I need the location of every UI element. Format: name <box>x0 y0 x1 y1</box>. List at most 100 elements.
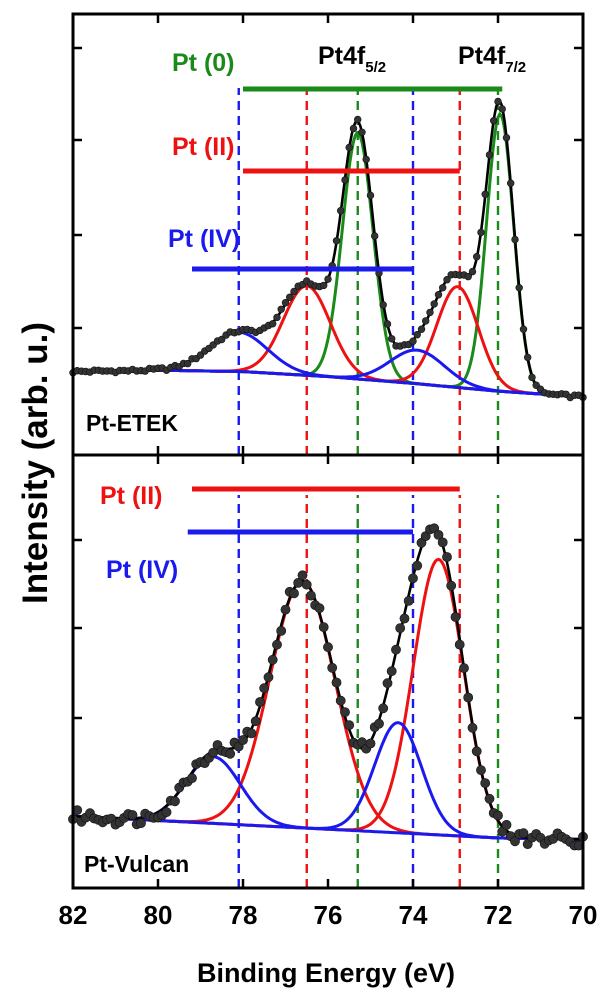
data-point-vulcan <box>403 596 414 606</box>
data-point-vulcan <box>395 623 406 633</box>
data-point-vulcan <box>501 820 512 830</box>
data-point-etek <box>515 284 523 292</box>
data-point-vulcan <box>306 590 316 601</box>
peak-red-vulcan-0 <box>72 579 583 841</box>
data-point-etek <box>485 151 494 159</box>
panel-label-etek: Pt-ETEK <box>86 410 178 436</box>
data-point-vulcan <box>259 683 270 694</box>
data-point-vulcan <box>344 720 355 730</box>
peak-label-5-2: Pt4f5/2 <box>318 42 386 76</box>
peak-green-etek-1 <box>73 111 584 399</box>
data-point-vulcan <box>238 735 248 745</box>
data-point-vulcan <box>301 579 312 590</box>
data-point-etek <box>371 232 379 240</box>
data-point-vulcan <box>225 748 236 759</box>
data-point-etek <box>494 97 502 106</box>
data-point-etek <box>519 325 528 333</box>
data-point-etek <box>320 281 328 290</box>
data-point-etek <box>498 105 506 113</box>
peak-label-subscript: 7/2 <box>505 59 526 76</box>
data-point-vulcan <box>276 626 287 636</box>
data-point-etek <box>473 253 481 261</box>
data-point-vulcan <box>386 666 397 677</box>
data-point-etek <box>281 299 290 307</box>
data-point-vulcan <box>437 537 448 548</box>
data-point-etek <box>443 276 451 284</box>
data-point-vulcan <box>246 728 257 739</box>
data-point-etek <box>477 228 485 237</box>
data-point-vulcan <box>450 612 461 622</box>
data-point-vulcan <box>412 560 423 571</box>
data-points-layer <box>68 97 588 851</box>
data-point-vulcan <box>484 793 495 804</box>
data-point-etek <box>502 134 511 142</box>
data-point-vulcan <box>463 692 474 703</box>
data-point-etek <box>490 116 498 125</box>
peak-label-7-2: Pt4f7/2 <box>458 42 526 76</box>
data-point-etek <box>273 313 281 322</box>
data-point-etek <box>184 359 192 368</box>
data-point-etek <box>434 291 443 299</box>
data-point-etek <box>430 300 438 308</box>
panel-label-vulcan: Pt-Vulcan <box>84 851 189 877</box>
data-point-vulcan <box>314 603 325 614</box>
peak-blue-etek-1 <box>73 348 584 399</box>
component-label-green-etek: Pt (0) <box>172 49 235 77</box>
data-point-vulcan <box>518 828 529 839</box>
data-point-etek <box>218 335 226 344</box>
component-label-blue-etek: Pt (IV) <box>168 225 240 253</box>
data-point-etek <box>511 235 519 244</box>
data-point-vulcan <box>323 642 333 653</box>
peak-red-vulcan-1 <box>72 557 583 841</box>
data-point-vulcan <box>374 718 384 729</box>
data-point-vulcan <box>399 613 410 624</box>
data-point-etek <box>388 335 396 343</box>
data-point-etek <box>468 267 477 276</box>
data-point-etek <box>349 124 358 133</box>
data-point-etek <box>507 179 515 187</box>
x-tick-label: 80 <box>144 900 173 930</box>
peak-label-subscript: 5/2 <box>365 59 386 76</box>
data-point-vulcan <box>331 677 342 688</box>
plot-frame-etek <box>71 12 585 457</box>
data-point-vulcan <box>272 639 282 650</box>
data-point-vulcan <box>459 663 469 673</box>
data-point-etek <box>277 305 285 313</box>
data-point-etek <box>481 190 489 199</box>
data-point-etek <box>358 128 366 137</box>
data-point-etek <box>413 331 421 339</box>
data-point-etek <box>439 284 447 292</box>
x-tick-label: 76 <box>314 900 343 930</box>
data-point-etek <box>417 325 426 333</box>
axes-layer: 82 80 78 76 74 72 70 <box>59 12 598 930</box>
data-point-vulcan <box>442 552 452 562</box>
data-point-etek <box>426 308 434 317</box>
data-point-vulcan <box>267 654 278 665</box>
data-point-etek <box>422 317 430 325</box>
data-point-vulcan <box>471 746 482 757</box>
data-point-etek <box>269 320 277 328</box>
x-tick-label: 78 <box>229 900 258 930</box>
envelope-layer <box>72 99 584 841</box>
data-point-vulcan <box>340 707 350 717</box>
y-axis-title: Intensity (arb. u.) <box>16 322 55 604</box>
component-label-red-etek: Pt (II) <box>172 133 235 161</box>
data-point-vulcan <box>493 810 503 821</box>
data-point-vulcan <box>127 810 138 820</box>
data-point-etek <box>354 115 362 124</box>
data-point-etek <box>332 237 341 245</box>
component-curves-layer <box>72 111 584 841</box>
x-tick-label: 72 <box>484 900 513 930</box>
data-point-vulcan <box>170 796 180 807</box>
data-point-vulcan <box>255 697 265 707</box>
data-point-vulcan <box>136 818 146 829</box>
data-point-etek <box>362 155 370 164</box>
background-lines-layer <box>72 369 584 841</box>
data-point-vulcan <box>280 604 291 615</box>
data-point-vulcan <box>187 773 197 783</box>
data-point-vulcan <box>467 722 478 733</box>
data-point-vulcan <box>408 573 418 584</box>
x-tick-label: 70 <box>569 900 598 930</box>
